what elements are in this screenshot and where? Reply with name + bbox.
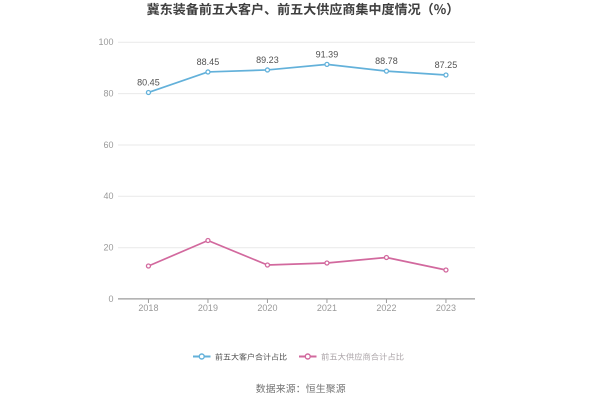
svg-text:20: 20: [103, 243, 113, 253]
svg-text:2021: 2021: [317, 303, 337, 313]
svg-text:0: 0: [108, 294, 113, 304]
svg-text:80.45: 80.45: [137, 78, 160, 88]
svg-text:100: 100: [98, 37, 113, 47]
svg-text:40: 40: [103, 191, 113, 201]
svg-text:89.23: 89.23: [256, 55, 279, 65]
svg-text:2020: 2020: [257, 303, 277, 313]
svg-text:91.39: 91.39: [316, 49, 339, 59]
svg-text:2022: 2022: [376, 303, 396, 313]
svg-text:88.78: 88.78: [375, 56, 398, 66]
svg-text:87.25: 87.25: [435, 60, 458, 70]
svg-text:2023: 2023: [436, 303, 456, 313]
svg-text:2018: 2018: [138, 303, 158, 313]
svg-text:2019: 2019: [198, 303, 218, 313]
svg-text:88.45: 88.45: [197, 57, 220, 67]
svg-text:60: 60: [103, 140, 113, 150]
svg-text:80: 80: [103, 89, 113, 99]
